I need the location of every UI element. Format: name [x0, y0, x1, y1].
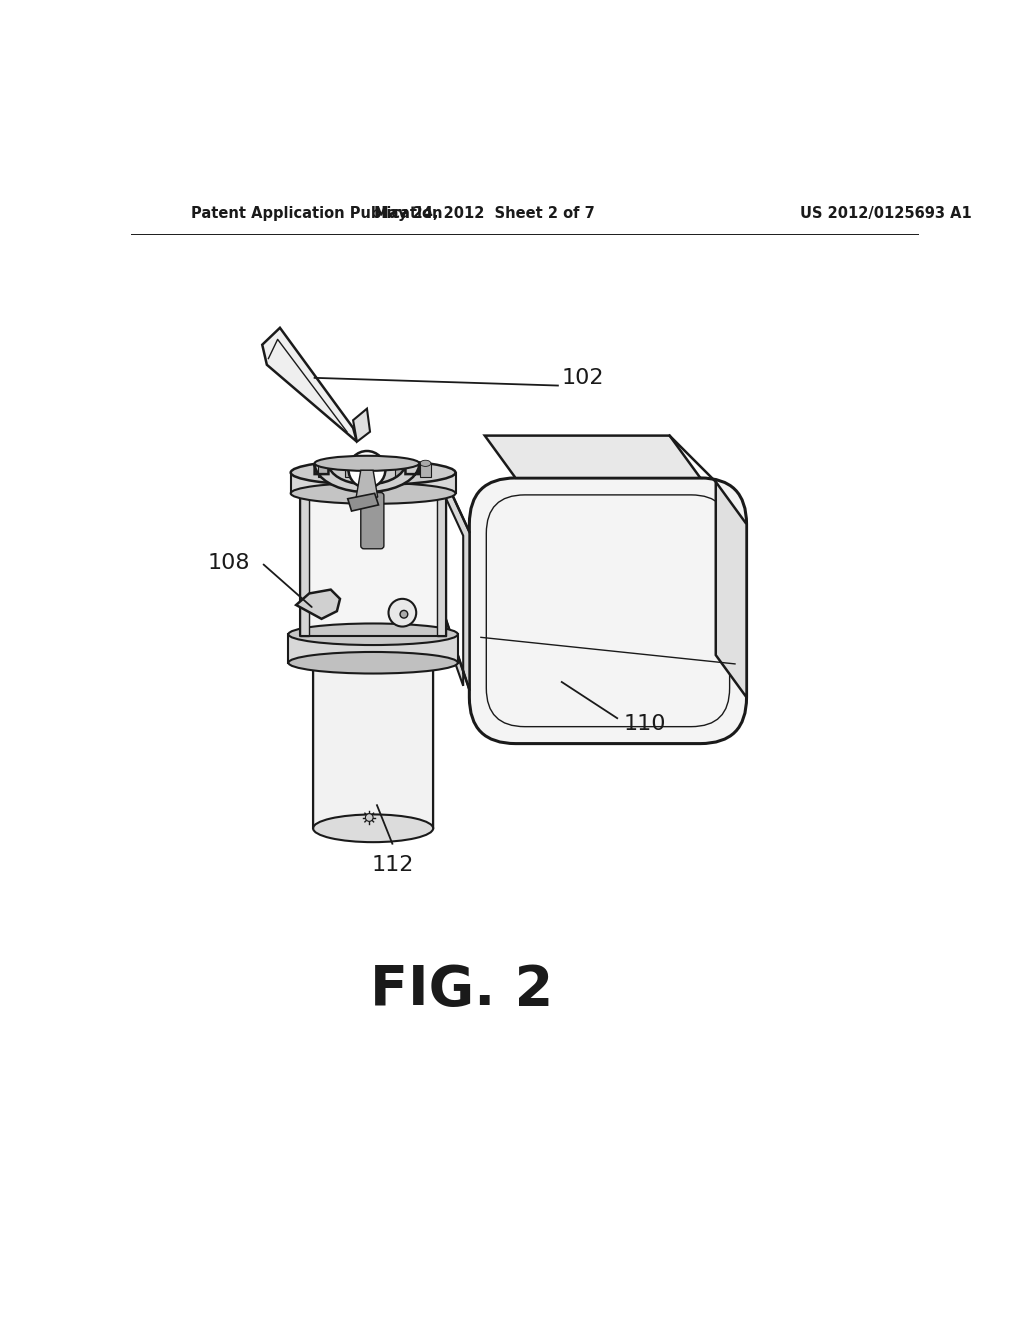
Bar [317, 463, 329, 478]
Bar [368, 463, 379, 478]
Polygon shape [437, 490, 446, 636]
Polygon shape [348, 494, 379, 511]
Text: 102: 102 [562, 368, 604, 388]
Circle shape [388, 599, 416, 627]
Ellipse shape [314, 455, 419, 471]
Bar [394, 463, 406, 478]
Text: US 2012/0125693 A1: US 2012/0125693 A1 [801, 206, 972, 222]
Ellipse shape [317, 461, 329, 466]
FancyBboxPatch shape [469, 478, 746, 743]
Ellipse shape [345, 461, 355, 466]
Ellipse shape [313, 814, 433, 842]
Circle shape [366, 813, 373, 821]
Circle shape [400, 610, 408, 618]
Text: Patent Application Publication: Patent Application Publication [190, 206, 442, 222]
Polygon shape [356, 470, 378, 498]
Polygon shape [716, 482, 746, 697]
Ellipse shape [313, 645, 433, 673]
Polygon shape [313, 659, 433, 829]
Polygon shape [291, 473, 456, 494]
Ellipse shape [368, 461, 379, 466]
Text: May 24, 2012  Sheet 2 of 7: May 24, 2012 Sheet 2 of 7 [375, 206, 595, 222]
Ellipse shape [394, 461, 406, 466]
Bar [420, 463, 431, 478]
Polygon shape [262, 327, 357, 442]
Circle shape [348, 451, 385, 488]
Text: 112: 112 [371, 855, 414, 875]
Polygon shape [309, 490, 437, 636]
Polygon shape [353, 409, 370, 442]
Ellipse shape [291, 461, 456, 484]
Polygon shape [484, 436, 700, 478]
Ellipse shape [291, 483, 456, 504]
Polygon shape [289, 635, 458, 663]
Bar [345, 463, 355, 478]
Text: FIG. 2: FIG. 2 [370, 964, 553, 1016]
Polygon shape [300, 490, 309, 636]
Text: 108: 108 [208, 553, 250, 573]
Polygon shape [296, 590, 340, 619]
Ellipse shape [289, 652, 458, 673]
FancyBboxPatch shape [360, 492, 384, 549]
Text: 110: 110 [624, 714, 666, 734]
Ellipse shape [289, 623, 458, 645]
Polygon shape [440, 482, 469, 689]
Polygon shape [314, 463, 419, 492]
Ellipse shape [420, 461, 431, 466]
